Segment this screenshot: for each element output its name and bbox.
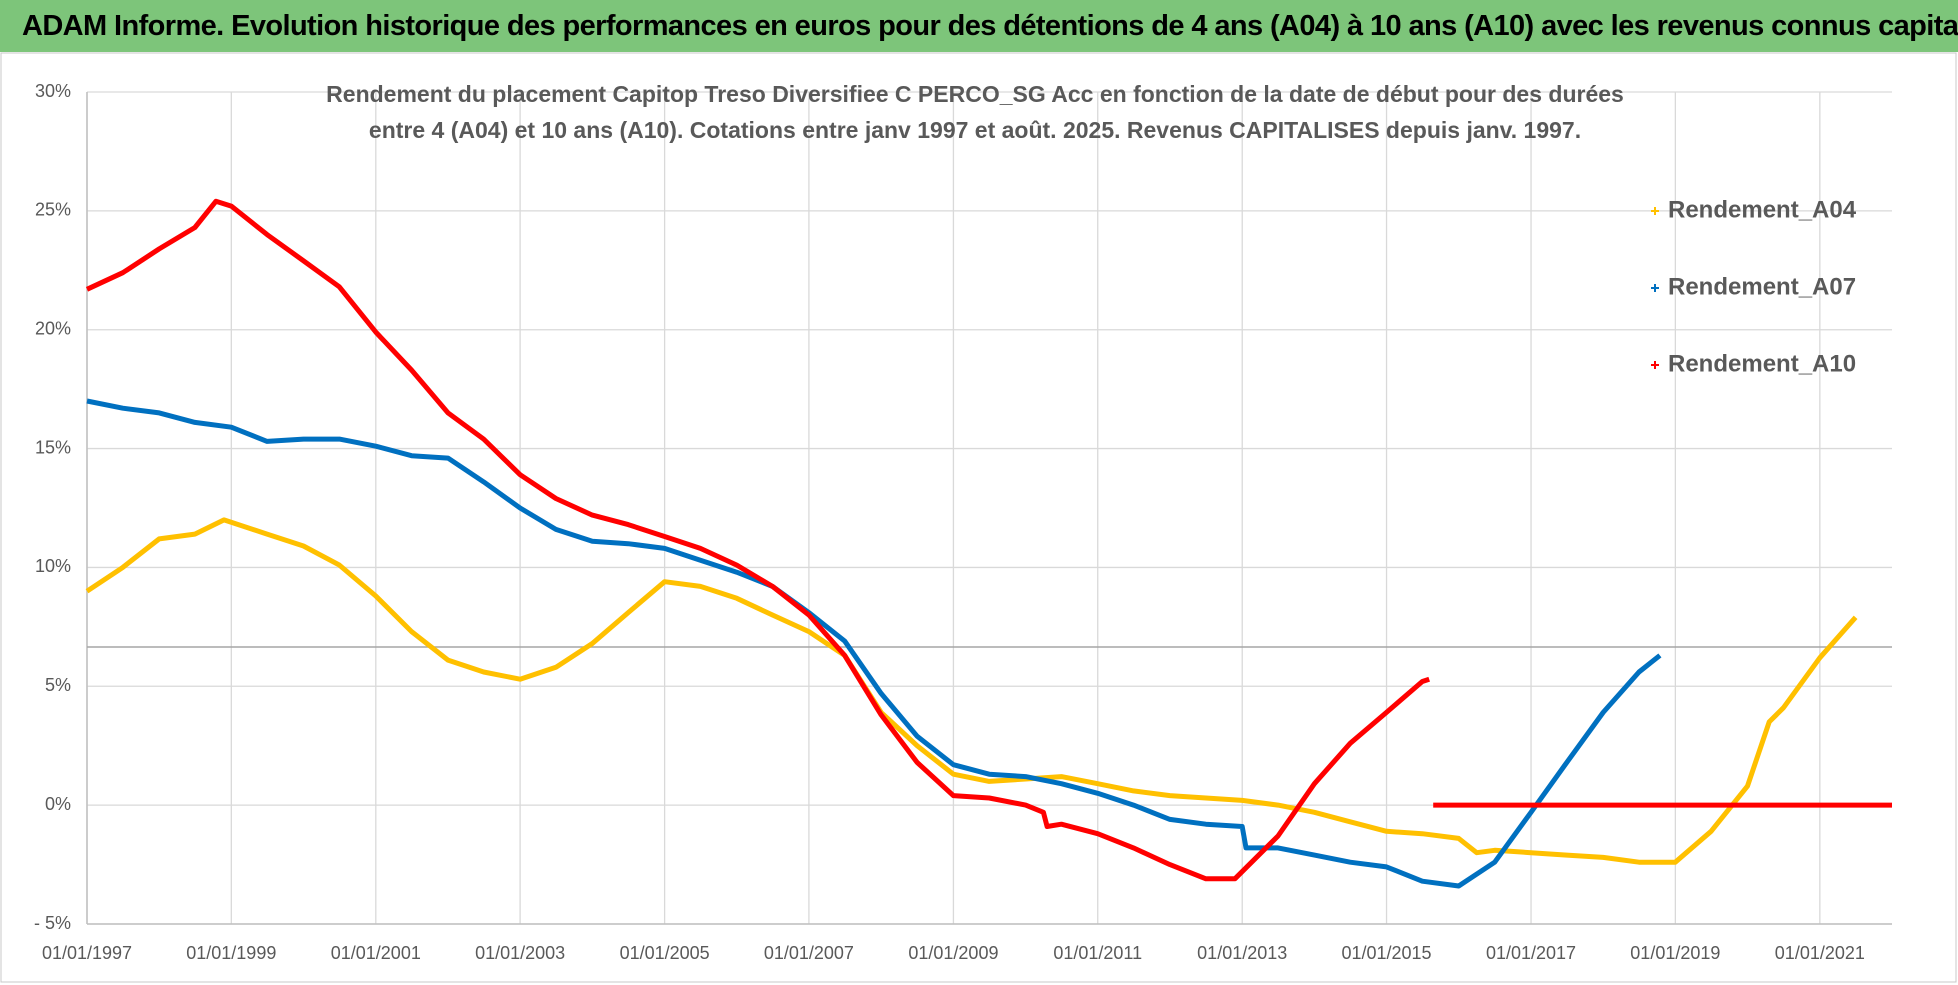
y-tick-label: 0% xyxy=(45,794,71,814)
x-tick-label: 01/01/2017 xyxy=(1486,943,1576,963)
legend-label: Rendement_A10 xyxy=(1668,350,1856,377)
x-tick-label: 01/01/2021 xyxy=(1775,943,1865,963)
x-tick-label: 01/01/2013 xyxy=(1197,943,1287,963)
x-tick-label: 01/01/2001 xyxy=(331,943,421,963)
x-tick-label: 01/01/2015 xyxy=(1341,943,1431,963)
header-title: ADAM Informe. Evolution historique des p… xyxy=(22,10,1958,42)
x-tick-label: 01/01/2007 xyxy=(764,943,854,963)
legend-label: Rendement_A04 xyxy=(1668,196,1857,223)
y-tick-label: - 5% xyxy=(34,913,71,933)
series-line xyxy=(86,398,1662,889)
chart-title: Rendement du placement Capitop Treso Div… xyxy=(326,81,1624,107)
y-tick-label: 15% xyxy=(35,437,71,457)
x-tick-label: 01/01/2005 xyxy=(620,943,710,963)
y-tick-label: 25% xyxy=(35,200,71,220)
x-tick-label: 01/01/2003 xyxy=(475,943,565,963)
x-tick-label: 01/01/2019 xyxy=(1630,943,1720,963)
chart: - 5% 0% 5% 10% 15% 20% 25% 30% 01/01/1997 01/01/1… xyxy=(0,52,1957,983)
x-tick-label: 01/01/1999 xyxy=(186,943,276,963)
header: ADAM Informe. Evolution historique des p… xyxy=(0,0,1958,52)
chart-title: entre 4 (A04) et 10 ans (A10). Cotations… xyxy=(369,117,1581,143)
y-tick-label: 30% xyxy=(35,81,71,101)
x-tick-label: 01/01/1997 xyxy=(42,943,132,963)
x-tick-label: 01/01/2011 xyxy=(1053,943,1142,963)
y-tick-label: 20% xyxy=(35,318,71,338)
chart-border xyxy=(0,52,1957,983)
x-tick-label: 01/01/2009 xyxy=(908,943,998,963)
y-tick-label: 10% xyxy=(35,556,71,576)
y-tick-label: 5% xyxy=(45,675,71,695)
series-line xyxy=(85,198,1892,882)
series-line xyxy=(85,517,1858,865)
legend-label: Rendement_A07 xyxy=(1668,273,1856,300)
